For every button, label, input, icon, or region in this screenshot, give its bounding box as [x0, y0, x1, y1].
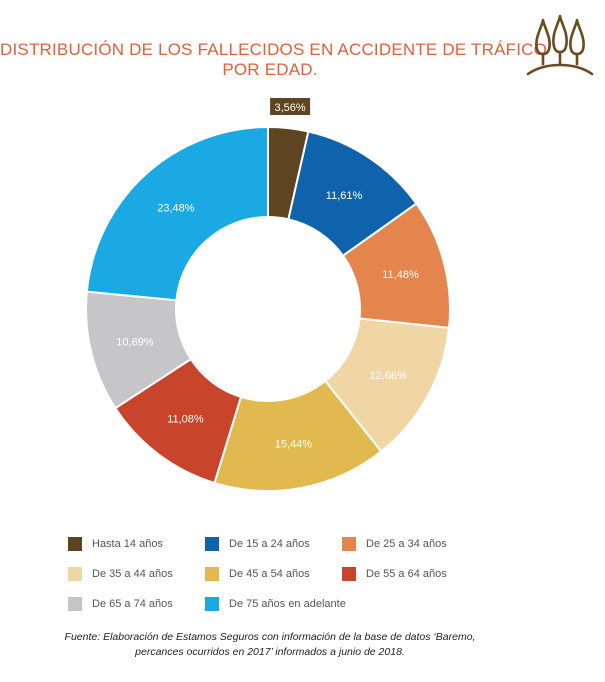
- data-label: 10,69%: [116, 337, 154, 349]
- source-note-line-2: percances ocurridos en 2017’ informados …: [135, 646, 405, 658]
- legend-item: Hasta 14 años: [68, 537, 163, 551]
- data-label-box: [270, 98, 311, 115]
- legend-swatch: [68, 597, 82, 611]
- data-label: 23,48%: [157, 203, 195, 215]
- legend-item: De 25 a 34 años: [342, 537, 447, 551]
- legend-item: De 45 a 54 años: [205, 567, 310, 581]
- legend-item: De 65 a 74 años: [68, 597, 173, 611]
- source-note: Fuente: Elaboración de Estamos Seguros c…: [0, 630, 540, 660]
- data-label: 15,44%: [275, 439, 313, 451]
- legend-item: De 15 a 24 años: [205, 537, 310, 551]
- donut-slice: [85, 125, 269, 302]
- data-label-text: 3,56%: [274, 102, 305, 114]
- legend-item: De 75 años en adelante: [205, 597, 346, 611]
- legend-label: De 75 años en adelante: [229, 598, 346, 610]
- legend-label: De 55 a 64 años: [366, 568, 447, 580]
- legend-label: Hasta 14 años: [92, 538, 163, 550]
- data-label: 12,66%: [369, 370, 407, 382]
- legend-swatch: [68, 567, 82, 581]
- legend-swatch: [68, 537, 82, 551]
- legend-swatch: [342, 537, 356, 551]
- legend-label: De 45 a 54 años: [229, 568, 310, 580]
- legend-label: De 25 a 34 años: [366, 538, 447, 550]
- data-label: 11,48%: [382, 269, 419, 281]
- legend-swatch: [205, 537, 219, 551]
- chart-title: DISTRIBUCIÓN DE LOS FALLECIDOS EN ACCIDE…: [0, 40, 548, 80]
- legend-label: De 15 a 24 años: [229, 538, 310, 550]
- data-label: 11,08%: [167, 413, 204, 425]
- legend-label: De 35 a 44 años: [92, 568, 173, 580]
- legend-item: De 55 a 64 años: [342, 567, 447, 581]
- chart-title-line-1: DISTRIBUCIÓN DE LOS FALLECIDOS EN ACCIDE…: [0, 40, 548, 59]
- legend-item: De 35 a 44 años: [68, 567, 173, 581]
- legend-swatch: [205, 567, 219, 581]
- data-label: 3,56%: [270, 98, 311, 115]
- legend-label: De 65 a 74 años: [92, 598, 173, 610]
- chart-title-line-2: POR EDAD.: [222, 60, 318, 79]
- legend-swatch: [342, 567, 356, 581]
- data-label: 11,61%: [326, 190, 363, 202]
- three-trees-icon: [526, 14, 594, 76]
- source-note-line-1: Fuente: Elaboración de Estamos Seguros c…: [64, 631, 476, 643]
- donut-chart: 3,56% 11,61% 11,48% 12,66% 15,44% 11,08% 10,69…: [85, 98, 451, 492]
- legend-swatch: [205, 597, 219, 611]
